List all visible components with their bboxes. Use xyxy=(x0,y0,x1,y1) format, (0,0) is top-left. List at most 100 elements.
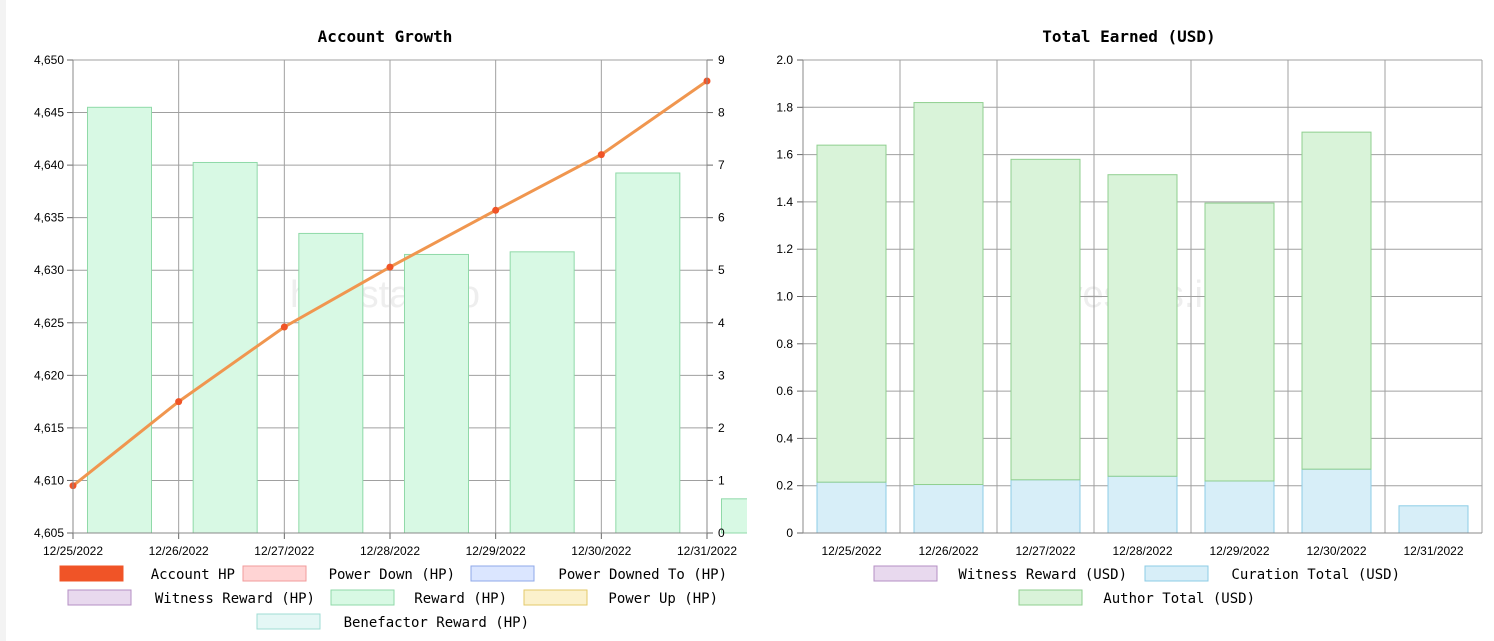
right-axis-tick-label: 4 xyxy=(718,316,725,330)
x-axis-tick-label: 12/31/2022 xyxy=(1403,544,1463,558)
left-axis-tick-label: 4,625 xyxy=(34,316,64,330)
legend-label: Power Downed To (HP) xyxy=(558,567,727,583)
right-axis-tick-label: 2 xyxy=(718,421,725,435)
y-axis-tick-label: 0 xyxy=(786,526,793,540)
legend-label: Curation Total (USD) xyxy=(1231,567,1400,583)
legend-swatch xyxy=(873,565,938,582)
legend-label: Witness Reward (USD) xyxy=(958,567,1127,583)
left-axis-tick-label: 4,610 xyxy=(34,473,64,487)
left-edge-strip xyxy=(0,0,6,641)
legend-item[interactable]: Account HP xyxy=(59,565,235,583)
author-total-bar xyxy=(1204,202,1275,482)
curation-total-bar xyxy=(913,484,984,534)
author-total-bar xyxy=(1301,131,1372,470)
legend-swatch xyxy=(330,589,395,606)
total-earned-title: Total Earned (USD) xyxy=(1042,27,1215,46)
legend-item[interactable]: Author Total (USD) xyxy=(1018,589,1255,607)
curation-total-bar xyxy=(816,481,887,534)
legend-item[interactable]: Witness Reward (USD) xyxy=(873,565,1127,583)
legend-label: Power Up (HP) xyxy=(608,591,718,607)
curation-total-bar xyxy=(1398,505,1469,534)
author-total-bar xyxy=(1010,158,1081,481)
legend-label: Benefactor Reward (HP) xyxy=(344,615,529,631)
account-hp-point xyxy=(175,398,183,406)
total-earned-axes: 0 0.2 0.4 0.6 0.8 1.0 1.2 1.4 1.6 1.8 2.0 12/25/202… xyxy=(776,53,1482,558)
legend-label: Witness Reward (HP) xyxy=(155,591,315,607)
curation-total-bar xyxy=(1301,468,1372,534)
legend-swatch xyxy=(1018,589,1083,606)
legend-swatch xyxy=(523,589,588,606)
y-axis-tick-label: 1.4 xyxy=(776,195,793,209)
right-axis-tick-label: 1 xyxy=(718,473,725,487)
x-axis-tick-label: 12/28/2022 xyxy=(1112,544,1172,558)
y-axis-tick-label: 0.2 xyxy=(776,479,793,493)
legend-label: Reward (HP) xyxy=(414,591,507,607)
reward-hp-bar xyxy=(86,106,152,534)
legend-item[interactable]: Benefactor Reward (HP) xyxy=(256,613,529,631)
account-growth-legend[interactable]: Account HP Power Down (HP) Power Downed To… xyxy=(59,565,727,631)
right-axis-tick-label: 9 xyxy=(718,53,725,67)
left-axis-tick-label: 4,605 xyxy=(34,526,64,540)
account-growth-axes: 4,605 4,610 4,615 4,620 4,625 4,630 4,635 4,640… xyxy=(34,53,737,558)
x-axis-tick-label: 12/25/2022 xyxy=(821,544,881,558)
curation-total-bar xyxy=(1010,479,1081,534)
total-earned-legend[interactable]: Witness Reward (USD) Curation Total (USD)… xyxy=(873,565,1400,607)
legend-swatch xyxy=(67,589,132,606)
y-axis-tick-label: 0.8 xyxy=(776,337,793,351)
reward-hp-bar xyxy=(720,498,747,534)
legend-item[interactable]: Witness Reward (HP) xyxy=(67,589,315,607)
reward-hp-bar xyxy=(509,251,575,534)
legend-item[interactable]: Power Down (HP) xyxy=(242,565,455,583)
account-growth-title: Account Growth xyxy=(318,27,453,46)
y-axis-tick-label: 1.0 xyxy=(776,290,793,304)
curation-total-bar xyxy=(1204,480,1275,534)
account-hp-point xyxy=(280,323,288,331)
reward-hp-bar xyxy=(615,172,681,534)
x-axis-tick-label: 12/31/2022 xyxy=(677,544,737,558)
y-axis-tick-label: 1.6 xyxy=(776,148,793,162)
left-axis-tick-label: 4,615 xyxy=(34,421,64,435)
legend-item[interactable]: Reward (HP) xyxy=(330,589,507,607)
account-hp-point xyxy=(597,151,605,159)
x-axis-tick-label: 12/27/2022 xyxy=(254,544,314,558)
legend-item[interactable]: Power Downed To (HP) xyxy=(470,565,727,583)
account-growth-grid xyxy=(72,59,708,534)
legend-label: Author Total (USD) xyxy=(1103,591,1255,607)
legend-label: Account HP xyxy=(151,567,235,583)
reward-hp-bar xyxy=(403,253,469,534)
y-axis-tick-label: 2.0 xyxy=(776,53,793,67)
y-axis-tick-label: 0.6 xyxy=(776,384,793,398)
legend-label: Power Down (HP) xyxy=(329,567,455,583)
curation-total-bar xyxy=(1107,475,1178,534)
right-axis-tick-label: 5 xyxy=(718,263,725,277)
account-hp-line-series xyxy=(69,77,711,490)
legend-swatch xyxy=(470,565,535,582)
legend-swatch xyxy=(242,565,307,582)
x-axis-tick-label: 12/30/2022 xyxy=(1306,544,1366,558)
account-hp-point xyxy=(492,206,500,214)
left-axis-tick-label: 4,635 xyxy=(34,211,64,225)
x-axis-tick-label: 12/28/2022 xyxy=(360,544,420,558)
author-total-bar xyxy=(816,144,887,483)
left-axis-tick-label: 4,650 xyxy=(34,53,64,67)
x-axis-tick-label: 12/29/2022 xyxy=(466,544,526,558)
author-total-bar xyxy=(1107,174,1178,477)
right-axis-tick-label: 8 xyxy=(718,106,725,120)
reward-hp-bar xyxy=(192,161,258,534)
y-axis-tick-label: 0.4 xyxy=(776,431,793,445)
right-axis-tick-label: 3 xyxy=(718,368,725,382)
x-axis-tick-label: 12/27/2022 xyxy=(1015,544,1075,558)
right-axis-tick-label: 6 xyxy=(718,211,725,225)
reward-hp-bar xyxy=(298,232,364,534)
x-axis-tick-label: 12/30/2022 xyxy=(571,544,631,558)
legend-item[interactable]: Curation Total (USD) xyxy=(1144,565,1400,583)
x-axis-tick-label: 12/29/2022 xyxy=(1209,544,1269,558)
legend-swatch xyxy=(59,565,124,582)
x-axis-tick-label: 12/26/2022 xyxy=(149,544,209,558)
legend-item[interactable]: Power Up (HP) xyxy=(523,589,718,607)
account-hp-point xyxy=(386,263,394,271)
legend-swatch xyxy=(256,613,321,630)
left-axis-tick-label: 4,620 xyxy=(34,368,64,382)
left-axis-tick-label: 4,640 xyxy=(34,158,64,172)
